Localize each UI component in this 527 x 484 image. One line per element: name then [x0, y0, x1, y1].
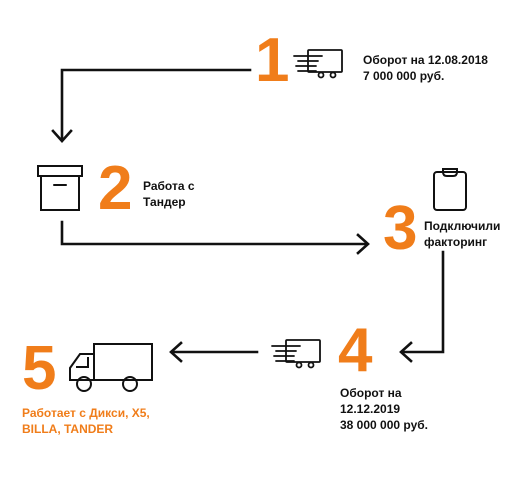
step-3-line-2: факторинг — [424, 235, 488, 249]
arrow-1-to-2 — [60, 68, 252, 142]
arrow-2-to-3 — [60, 220, 369, 246]
truck-icon — [66, 340, 156, 396]
step-2-number: 2 — [98, 154, 133, 223]
step-1-line-2: 7 000 000 руб. — [363, 69, 445, 83]
arrow-3-to-4 — [400, 250, 445, 354]
step-5-line-1: Работает с Дикси, X5, — [22, 406, 150, 420]
step-3-text: Подключили факторинг — [424, 218, 500, 250]
step-1-text: Оборот на 12.08.2018 7 000 000 руб. — [363, 52, 488, 84]
step-4-line-3: 38 000 000 руб. — [340, 418, 428, 432]
hand-card-icon — [292, 46, 348, 82]
step-3-line-1: Подключили — [424, 219, 501, 233]
hand-card-icon — [270, 336, 326, 372]
clipboard-icon — [430, 166, 470, 212]
step-5-number: 5 — [22, 334, 57, 403]
step-4-line-1: Оборот на — [340, 386, 402, 400]
step-4-number: 4 — [338, 316, 373, 385]
box-icon — [36, 163, 84, 213]
step-1-line-1: Оборот на 12.08.2018 — [363, 53, 488, 67]
step-2-text: Работа с Тандер — [143, 178, 195, 210]
step-5-text: Работает с Дикси, X5, BILLA, TANDER — [22, 405, 150, 437]
step-4-line-2: 12.12.2019 — [340, 402, 401, 416]
step-4-text: Оборот на 12.12.2019 38 000 000 руб. — [340, 385, 428, 433]
step-2-line-1: Работа с — [143, 179, 195, 193]
step-5-line-2: BILLA, TANDER — [22, 422, 114, 436]
step-1-number: 1 — [255, 26, 290, 95]
step-2-line-2: Тандер — [143, 195, 186, 209]
step-3-number: 3 — [383, 194, 418, 263]
